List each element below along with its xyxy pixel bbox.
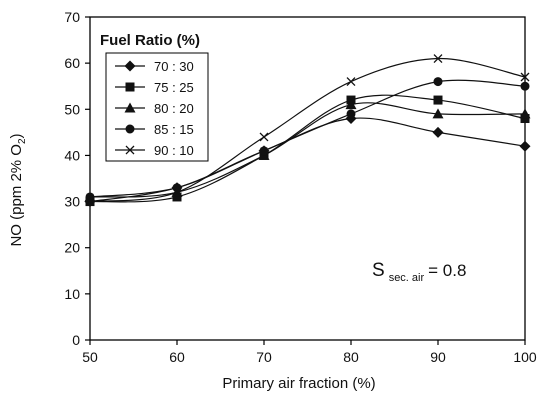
x-tick-label: 70 [256, 349, 272, 365]
series-layer [84, 54, 531, 208]
series-line [89, 94, 526, 203]
y-tick-label: 70 [64, 9, 80, 25]
series-line [89, 79, 526, 198]
legend-item: 85 : 15 [115, 122, 194, 137]
x-tick-label: 80 [343, 349, 359, 365]
data-point [432, 108, 444, 119]
axes: 50 60 70 80 90 100 0 10 20 30 40 50 60 70 [64, 9, 536, 365]
legend-marker [124, 60, 136, 72]
data-point [519, 108, 531, 119]
data-point [346, 109, 356, 119]
y-axis-title-subscript: 2 [17, 138, 28, 144]
legend-box [105, 52, 209, 162]
legend-label: 90 : 10 [154, 143, 194, 158]
y-tick-label: 10 [64, 286, 80, 302]
legend-marker [125, 82, 135, 92]
legend-item: 75 : 25 [115, 80, 194, 95]
y-tick-label: 0 [72, 332, 80, 348]
marker-stroke [433, 54, 443, 63]
data-point [433, 95, 443, 105]
legend-title: Fuel Ratio (%) [100, 32, 200, 49]
data-point [520, 81, 530, 91]
x-tick-label: 60 [169, 349, 185, 365]
data-point [85, 192, 95, 202]
data-point [433, 77, 443, 87]
series-line [89, 57, 526, 203]
legend: Fuel Ratio (%) 70 : 30 75 : 25 80 : 20 85 : … [100, 32, 209, 162]
y-axis-title-main: NO (ppm 2% O [8, 144, 25, 247]
annotation-value: = 0.8 [428, 261, 466, 280]
x-axis-title: Primary air fraction (%) [222, 375, 375, 392]
data-point [346, 77, 356, 87]
legend-item: 70 : 30 [115, 59, 194, 74]
annotation-main: S [372, 260, 385, 281]
x-tick-label: 100 [513, 349, 537, 365]
x-tick-label: 90 [430, 349, 446, 365]
data-point [519, 140, 531, 152]
data-point [259, 132, 269, 142]
marker-stroke [85, 197, 95, 207]
annotation-subscript: sec. air [389, 272, 425, 284]
marker-stroke [172, 187, 182, 197]
y-tick-label: 40 [64, 147, 80, 163]
data-point [520, 72, 530, 82]
y-axis-title: NO (ppm 2% O2) [8, 133, 28, 246]
plot-frame [89, 16, 526, 341]
legend-item: 80 : 20 [115, 101, 194, 116]
data-point [520, 114, 530, 124]
data-point [172, 192, 182, 202]
data-point [85, 197, 95, 207]
legend-marker [125, 145, 135, 155]
legend-label: 85 : 15 [154, 122, 194, 137]
data-point [433, 54, 443, 63]
series-5 [85, 54, 530, 207]
legend-label: 70 : 30 [154, 59, 194, 74]
y-tick-label: 60 [64, 55, 80, 71]
marker-stroke [346, 77, 356, 87]
legend-label: 80 : 20 [154, 101, 194, 116]
legend-marker [125, 124, 135, 134]
data-point [259, 146, 269, 156]
y-tick-label: 20 [64, 240, 80, 256]
legend-label: 75 : 25 [154, 80, 194, 95]
y-tick-label: 50 [64, 101, 80, 117]
x-tick-label: 50 [82, 349, 98, 365]
data-point [172, 187, 182, 197]
marker-stroke [259, 132, 269, 142]
legend-marker [124, 102, 136, 113]
y-tick-label: 30 [64, 194, 80, 210]
marker-stroke [520, 72, 530, 82]
data-point [345, 99, 357, 110]
series-line [89, 102, 526, 198]
marker-stroke [125, 145, 135, 155]
legend-item: 90 : 10 [115, 143, 194, 158]
y-axis-title-close: ) [8, 133, 25, 138]
data-point [432, 126, 444, 138]
